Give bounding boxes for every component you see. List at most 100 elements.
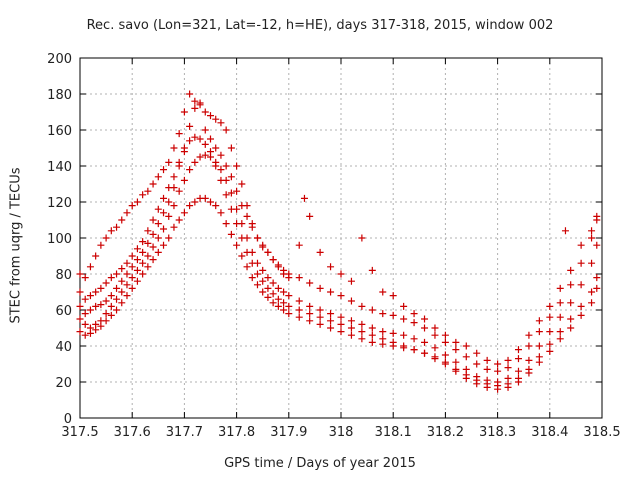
data-point	[274, 263, 282, 271]
data-point	[154, 173, 162, 181]
data-point	[452, 358, 460, 366]
data-point	[280, 270, 288, 278]
data-point	[207, 148, 214, 156]
x-tick-label: 318.2	[427, 425, 464, 440]
data-point	[253, 234, 261, 242]
data-point	[588, 227, 596, 235]
data-point	[316, 320, 324, 328]
data-point	[264, 248, 272, 256]
data-point	[593, 241, 601, 249]
data-point	[207, 198, 214, 206]
data-point	[196, 135, 204, 143]
data-point	[180, 176, 188, 184]
data-point	[107, 292, 115, 300]
data-point	[358, 320, 366, 328]
data-point	[421, 315, 429, 323]
data-point	[186, 90, 194, 98]
data-point	[431, 344, 439, 352]
data-point	[139, 270, 147, 278]
data-point	[483, 356, 491, 364]
data-point	[358, 328, 366, 336]
data-point	[368, 331, 376, 339]
data-point	[113, 223, 121, 231]
data-point	[133, 245, 141, 253]
data-point	[389, 292, 397, 300]
data-point	[306, 302, 314, 310]
data-point	[410, 319, 418, 327]
data-point	[274, 284, 282, 292]
data-point	[133, 266, 141, 274]
data-point	[144, 239, 152, 247]
data-point	[175, 187, 183, 195]
data-point	[295, 241, 303, 249]
data-point	[473, 380, 481, 388]
data-point	[441, 351, 449, 359]
y-tick-label: 120	[47, 196, 72, 211]
x-tick-label: 318.3	[479, 425, 516, 440]
data-point	[144, 252, 152, 260]
data-point	[400, 331, 408, 339]
data-point	[201, 140, 209, 148]
data-point	[233, 241, 241, 249]
data-point	[567, 299, 575, 307]
data-point	[222, 162, 230, 170]
data-point	[227, 144, 235, 152]
data-point	[274, 295, 282, 303]
data-point	[81, 274, 89, 282]
data-point	[483, 365, 491, 373]
data-point	[280, 299, 288, 307]
data-point	[577, 302, 585, 310]
data-point	[212, 115, 220, 123]
data-point	[389, 338, 397, 346]
data-point	[76, 288, 84, 296]
data-point	[212, 162, 220, 170]
data-point	[421, 349, 429, 357]
data-point	[133, 277, 141, 285]
data-point	[233, 162, 241, 170]
data-point	[170, 173, 178, 181]
data-point	[217, 151, 225, 159]
data-point	[525, 369, 533, 377]
y-tick-label: 160	[47, 124, 72, 139]
data-point	[243, 248, 251, 256]
data-point	[431, 324, 439, 332]
data-point	[285, 292, 293, 300]
data-point	[217, 209, 225, 217]
data-point	[483, 383, 491, 391]
data-point	[139, 191, 147, 199]
data-point	[201, 126, 209, 134]
y-tick-label: 0	[64, 412, 72, 427]
data-point	[567, 324, 575, 332]
data-point	[128, 274, 136, 282]
data-point	[233, 220, 241, 228]
data-point	[525, 342, 533, 350]
data-point	[86, 329, 94, 337]
data-point	[227, 230, 235, 238]
data-point	[593, 216, 601, 224]
data-point	[593, 274, 601, 282]
data-point	[128, 252, 136, 260]
data-point	[201, 194, 209, 202]
data-point	[379, 288, 387, 296]
x-tick-label: 317.8	[218, 425, 255, 440]
data-point	[514, 355, 522, 363]
data-point	[379, 310, 387, 318]
data-point	[212, 202, 220, 210]
data-point	[593, 284, 601, 292]
data-point	[452, 346, 460, 354]
data-point	[81, 310, 89, 318]
data-point	[175, 158, 183, 166]
data-point	[535, 358, 543, 366]
data-point	[118, 216, 126, 224]
data-point	[238, 252, 246, 260]
data-point	[556, 313, 564, 321]
data-point	[238, 234, 246, 242]
data-point	[358, 302, 366, 310]
chart-title: Rec. savo (Lon=321, Lat=-12, h=HE), days…	[86, 18, 554, 33]
data-point	[123, 209, 131, 217]
data-point	[76, 270, 84, 278]
data-point	[165, 234, 173, 242]
data-point	[504, 383, 512, 391]
data-point	[535, 342, 543, 350]
